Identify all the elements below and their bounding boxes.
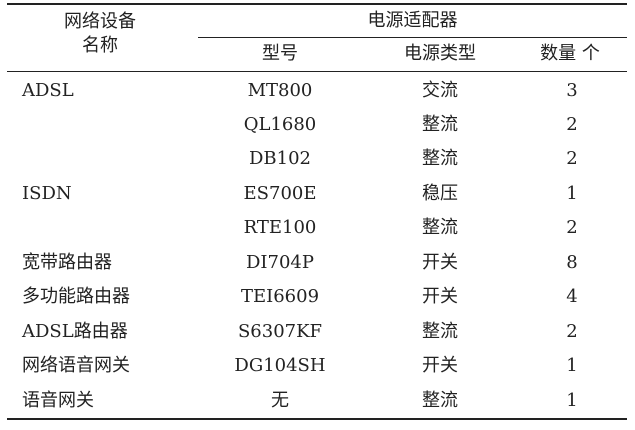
count-cell: 8 xyxy=(566,252,578,273)
header-device-line2: 名称 xyxy=(82,35,118,56)
model-cell: DG104SH xyxy=(234,355,326,376)
count-cell: 1 xyxy=(566,183,578,204)
power-type-cell: 整流 xyxy=(422,217,458,238)
table-bottom-rule xyxy=(7,418,627,420)
power-type-cell: 整流 xyxy=(422,148,458,169)
table-row: QL1680 整流 2 xyxy=(0,108,635,142)
count-cell: 2 xyxy=(566,148,578,169)
model-cell: MT800 xyxy=(247,80,313,101)
table-row: 网络语音网关 DG104SH 开关 1 xyxy=(0,349,635,383)
model-cell: DB102 xyxy=(248,148,311,169)
model-cell: QL1680 xyxy=(243,114,317,135)
header-count: 数量 个 xyxy=(540,43,600,64)
header-power-adapter: 电源适配器 xyxy=(367,10,458,31)
power-type-cell: 整流 xyxy=(422,390,458,411)
model-cell: ES700E xyxy=(243,183,317,204)
header-device-line1: 网络设备 xyxy=(64,11,136,32)
power-type-cell: 整流 xyxy=(422,114,458,135)
power-type-cell: 交流 xyxy=(422,80,458,101)
table-row: RTE100 整流 2 xyxy=(0,211,635,245)
table-row: ISDN ES700E 稳压 1 xyxy=(0,177,635,211)
count-cell: 3 xyxy=(566,80,578,101)
header-device-name: 网络设备 名称 xyxy=(30,10,170,58)
header-model: 型号 xyxy=(262,43,298,64)
power-type-cell: 开关 xyxy=(422,252,458,273)
count-cell: 2 xyxy=(566,217,578,238)
power-type-cell: 稳压 xyxy=(422,183,458,204)
header-power-type: 电源类型 xyxy=(404,43,476,64)
table-row: DB102 整流 2 xyxy=(0,142,635,176)
power-type-cell: 开关 xyxy=(422,355,458,376)
model-cell: TEI6609 xyxy=(240,286,320,307)
table-row: ADSL MT800 交流 3 xyxy=(0,74,635,108)
device-cell: 多功能路由器 xyxy=(22,286,130,307)
device-cell: ISDN xyxy=(22,183,72,204)
count-cell: 2 xyxy=(566,321,578,342)
model-cell: S6307KF xyxy=(237,321,323,342)
count-cell: 1 xyxy=(566,355,578,376)
power-type-cell: 整流 xyxy=(422,321,458,342)
model-cell: 无 xyxy=(271,390,289,411)
device-cell: 网络语音网关 xyxy=(22,355,130,376)
table-row: 多功能路由器 TEI6609 开关 4 xyxy=(0,280,635,314)
header-group-rule xyxy=(198,37,627,38)
device-cell: 宽带路由器 xyxy=(22,252,112,273)
count-cell: 2 xyxy=(566,114,578,135)
table-row: ADSL路由器 S6307KF 整流 2 xyxy=(0,315,635,349)
count-cell: 1 xyxy=(566,390,578,411)
table-row: 宽带路由器 DI704P 开关 8 xyxy=(0,246,635,280)
table-row: 语音网关 无 整流 1 xyxy=(0,384,635,418)
device-cell: ADSL路由器 xyxy=(22,321,128,342)
device-cell: ADSL xyxy=(22,80,74,101)
device-cell: 语音网关 xyxy=(22,390,94,411)
table-top-rule xyxy=(7,3,627,5)
count-cell: 4 xyxy=(566,286,578,307)
model-cell: DI704P xyxy=(245,252,314,273)
header-bottom-rule xyxy=(7,71,627,72)
power-type-cell: 开关 xyxy=(422,286,458,307)
model-cell: RTE100 xyxy=(243,217,317,238)
